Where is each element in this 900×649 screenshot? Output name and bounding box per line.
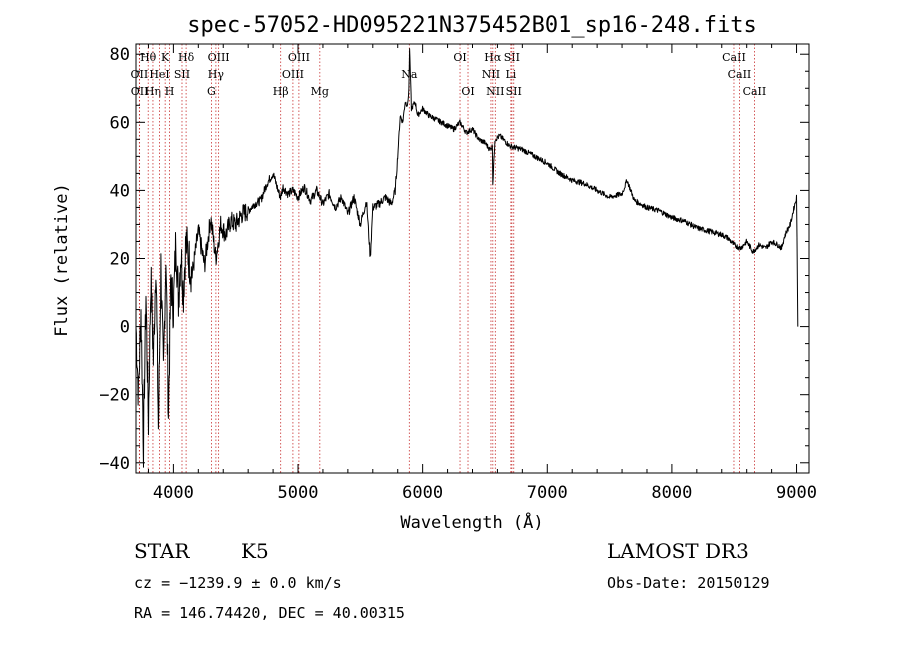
observation-date: Obs-Date: 20150129 (607, 574, 770, 592)
x-tick-label: 7000 (527, 483, 568, 503)
line-marker-label: Hβ (273, 85, 289, 98)
chart-title: spec-57052-HD095221N375452B01_sp16-248.f… (187, 13, 757, 38)
line-marker-label: OIII (282, 68, 304, 81)
y-tick-label: 80 (110, 45, 130, 65)
line-marker-label: Hη (145, 85, 161, 98)
line-marker-label: Hγ (208, 68, 225, 81)
line-marker-label: Hθ (140, 51, 157, 64)
line-marker-label: SII (504, 51, 520, 64)
line-marker-label: H (165, 85, 175, 98)
line-marker-label: G (207, 85, 216, 98)
spectrum-chart: spec-57052-HD095221N375452B01_sp16-248.f… (52, 13, 817, 533)
line-marker-label: NII (486, 85, 504, 98)
line-marker-label: K (161, 51, 170, 64)
x-tick-label: 4000 (153, 483, 194, 503)
line-marker-label: Hα (484, 51, 502, 64)
line-marker-label: OII (131, 85, 149, 98)
axis-ticks: 4000 5000 6000 7000 8000 9000 −40 −20 0 20 40 60 80 (99, 44, 817, 503)
line-marker-label: HeI (149, 68, 169, 81)
survey-name: LAMOST DR3 (607, 539, 749, 563)
line-marker-label: SII (506, 85, 522, 98)
y-tick-label: 0 (120, 318, 130, 338)
line-marker-label: OI (453, 51, 466, 64)
x-tick-label: 6000 (402, 483, 443, 503)
y-tick-label: 20 (110, 250, 130, 270)
line-marker-label: OIII (288, 51, 310, 64)
line-marker-label: OII (131, 68, 149, 81)
line-marker-label: OIII (208, 51, 230, 64)
y-axis-label: Flux (relative) (52, 183, 72, 337)
line-marker-label: Li (505, 68, 516, 81)
coordinates: RA = 146.74420, DEC = 40.00315 (134, 604, 405, 622)
x-tick-label: 9000 (776, 483, 817, 503)
redshift-velocity: cz = −1239.9 ± 0.0 km/s (134, 574, 342, 592)
line-marker-label: CaII (743, 85, 767, 98)
object-type: STAR (134, 539, 190, 563)
x-tick-label: 8000 (651, 483, 692, 503)
x-axis-label: Wavelength (Å) (400, 511, 543, 533)
spectral-subclass: K5 (241, 539, 269, 563)
line-marker-label: CaII (722, 51, 746, 64)
flux-series-line (135, 48, 799, 468)
line-marker-label: NII (482, 68, 500, 81)
plot-frame (135, 43, 810, 474)
y-tick-label: −40 (99, 454, 130, 474)
y-tick-label: 60 (110, 113, 130, 133)
line-marker-label: SII (174, 68, 190, 81)
y-tick-label: 40 (110, 181, 130, 201)
y-tick-label: −20 (99, 386, 130, 406)
line-marker-label: CaII (728, 68, 752, 81)
series-layer (135, 48, 799, 468)
x-tick-label: 5000 (278, 483, 319, 503)
line-marker-label: Mg (311, 85, 329, 98)
line-marker-label: OI (461, 85, 474, 98)
line-marker-label: Hδ (178, 51, 195, 64)
